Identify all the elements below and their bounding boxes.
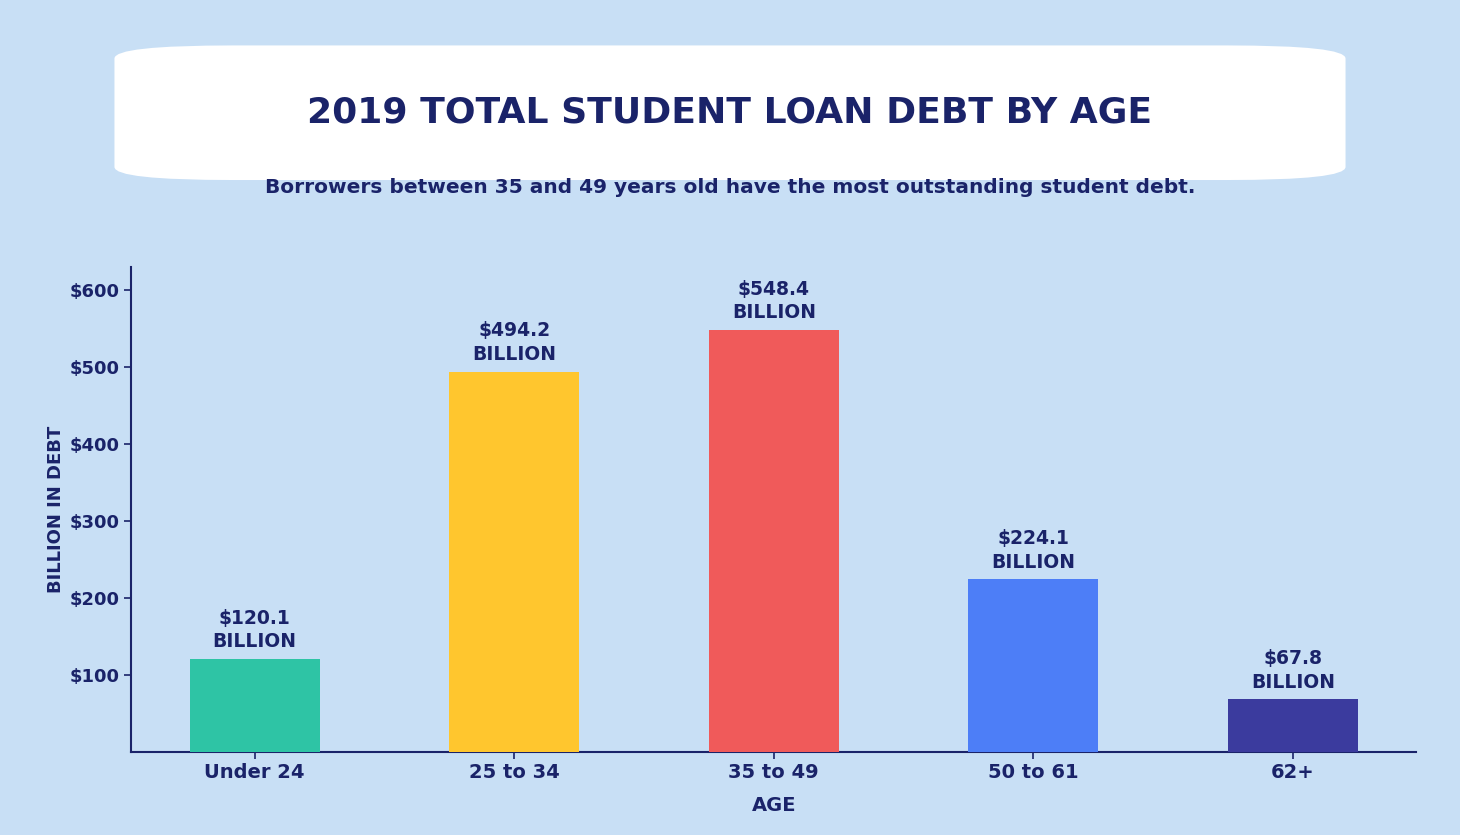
Text: Borrowers between 35 and 49 years old have the most outstanding student debt.: Borrowers between 35 and 49 years old ha… [264, 179, 1196, 197]
Bar [450, 372, 580, 752]
Text: $67.8
BILLION: $67.8 BILLION [1251, 649, 1334, 691]
Text: $548.4
BILLION: $548.4 BILLION [731, 280, 816, 322]
Text: 2019 TOTAL STUDENT LOAN DEBT BY AGE: 2019 TOTAL STUDENT LOAN DEBT BY AGE [308, 96, 1152, 129]
FancyBboxPatch shape [114, 45, 1346, 180]
Bar [710, 330, 838, 752]
Y-axis label: BILLION IN DEBT: BILLION IN DEBT [47, 426, 64, 593]
Text: $120.1
BILLION: $120.1 BILLION [213, 609, 296, 651]
Bar [1228, 700, 1358, 752]
Text: $494.2
BILLION: $494.2 BILLION [472, 321, 556, 364]
X-axis label: AGE: AGE [752, 797, 796, 815]
Text: $224.1
BILLION: $224.1 BILLION [991, 529, 1076, 571]
Bar [190, 659, 320, 752]
Bar [968, 579, 1098, 752]
